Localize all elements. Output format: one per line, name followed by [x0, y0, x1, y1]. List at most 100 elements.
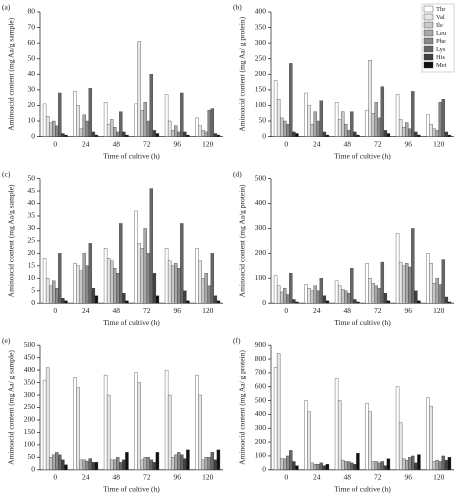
bar — [398, 261, 403, 304]
x-tick-label: 24 — [313, 139, 321, 148]
bar — [340, 289, 345, 304]
y-tick-label: 0 — [262, 131, 266, 140]
bar — [322, 465, 327, 470]
bar — [395, 233, 400, 304]
bar — [429, 405, 433, 470]
bar — [273, 80, 278, 137]
bar — [340, 459, 345, 470]
bar — [79, 128, 83, 137]
y-tick-label: 45 — [28, 186, 36, 195]
y-tick-label: 60 — [28, 38, 36, 47]
bar — [204, 457, 208, 470]
bar — [134, 372, 138, 470]
bar — [365, 403, 369, 470]
bar — [432, 283, 436, 304]
x-tick-label: 0 — [284, 306, 288, 315]
bar — [85, 120, 89, 137]
bar — [401, 265, 406, 304]
bar — [411, 228, 415, 304]
bar — [52, 280, 56, 304]
bar — [106, 258, 111, 304]
bar — [368, 411, 372, 470]
bar — [143, 228, 147, 304]
y-tick-label: 150 — [24, 427, 36, 436]
bar — [134, 103, 138, 137]
legend-swatch — [423, 53, 434, 61]
y-tick-label: 350 — [255, 22, 267, 31]
y-tick-label: 15 — [28, 261, 36, 270]
bar — [201, 130, 205, 137]
y-axis-label: Aminoacid content (mg Aa/g sample) — [7, 184, 16, 297]
y-tick-label: 300 — [255, 38, 267, 47]
bar — [195, 117, 199, 137]
bar — [45, 367, 50, 470]
bar — [85, 265, 89, 304]
y-tick-label: 250 — [255, 53, 267, 62]
legend-label: Met — [436, 62, 447, 69]
bar — [441, 99, 446, 137]
y-tick-label: 10 — [28, 273, 36, 282]
bar — [195, 374, 199, 470]
y-tick-label: 150 — [255, 85, 267, 94]
bar — [152, 130, 157, 137]
bar — [356, 134, 360, 137]
bar — [383, 465, 388, 470]
bar — [414, 131, 418, 137]
bar — [82, 114, 86, 137]
bar — [58, 253, 62, 304]
bar — [286, 123, 290, 137]
bar — [447, 301, 452, 304]
bar — [313, 111, 317, 137]
x-axis-label: Time of cultive (h) — [334, 318, 391, 327]
bar — [283, 458, 287, 470]
bar — [210, 253, 215, 304]
bar — [307, 288, 311, 304]
x-tick-label: 96 — [405, 306, 413, 315]
bar — [365, 109, 369, 137]
bar — [180, 223, 184, 304]
bar — [149, 459, 154, 470]
bar — [146, 253, 150, 304]
x-tick-label: 72 — [374, 306, 382, 315]
bar — [286, 455, 290, 470]
bar — [344, 290, 348, 304]
x-axis-label: Time of cultive (h) — [103, 151, 160, 160]
bar — [386, 300, 391, 304]
bar — [398, 119, 403, 137]
bar — [304, 284, 308, 304]
bar — [143, 457, 147, 470]
bar — [426, 114, 430, 137]
bar — [350, 268, 354, 304]
bar — [177, 268, 181, 304]
legend-swatch — [423, 29, 434, 37]
bar — [106, 394, 111, 470]
bar — [88, 458, 93, 470]
bar — [79, 270, 83, 304]
bar — [64, 134, 68, 137]
y-tick-label: 0 — [31, 298, 35, 307]
bar — [337, 285, 342, 304]
bar — [316, 290, 320, 304]
bar — [213, 295, 218, 304]
x-tick-label: 48 — [113, 139, 121, 148]
bar — [337, 119, 342, 137]
bar — [307, 105, 311, 137]
bar — [377, 117, 381, 137]
bar — [405, 122, 409, 137]
x-tick-label: 0 — [284, 139, 288, 148]
y-axis-label: Aminoacid content (mg Aa/ g protein) — [238, 350, 247, 465]
bar — [408, 457, 412, 470]
bar — [334, 378, 339, 470]
x-tick-label: 0 — [53, 139, 57, 148]
bar — [201, 459, 205, 470]
bar — [167, 120, 172, 137]
legend-label: Val — [436, 14, 445, 21]
bar — [334, 280, 339, 304]
bar — [58, 92, 62, 137]
bar — [88, 88, 93, 137]
y-tick-label: 35 — [28, 211, 36, 220]
bar — [380, 461, 385, 470]
bar — [322, 131, 327, 137]
bar — [316, 464, 320, 470]
bar — [371, 113, 375, 137]
